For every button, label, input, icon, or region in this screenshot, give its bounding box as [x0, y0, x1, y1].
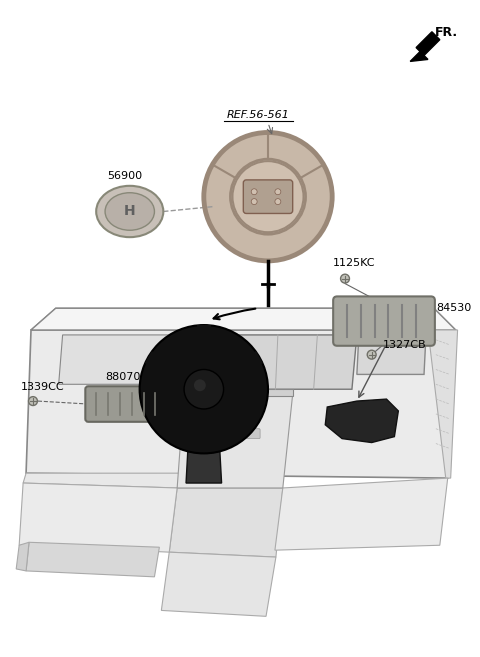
Circle shape: [367, 350, 376, 359]
Text: REF.56-561: REF.56-561: [227, 110, 289, 120]
Text: 56900: 56900: [107, 171, 143, 181]
Polygon shape: [325, 399, 398, 443]
Polygon shape: [275, 478, 448, 550]
Circle shape: [204, 133, 332, 261]
Polygon shape: [16, 542, 29, 571]
FancyBboxPatch shape: [246, 409, 260, 419]
Circle shape: [275, 189, 281, 194]
Text: 88070: 88070: [105, 373, 141, 382]
Circle shape: [230, 159, 306, 234]
Circle shape: [28, 397, 37, 405]
FancyBboxPatch shape: [207, 429, 221, 439]
Polygon shape: [31, 308, 456, 330]
Polygon shape: [428, 330, 457, 478]
Polygon shape: [186, 374, 222, 483]
Polygon shape: [161, 552, 276, 616]
Circle shape: [275, 198, 281, 204]
Polygon shape: [31, 308, 456, 330]
FancyBboxPatch shape: [85, 386, 172, 422]
Circle shape: [194, 379, 206, 391]
Circle shape: [341, 274, 349, 283]
FancyBboxPatch shape: [333, 296, 435, 346]
Polygon shape: [410, 32, 440, 61]
FancyBboxPatch shape: [227, 429, 240, 439]
Text: 1339CC: 1339CC: [21, 382, 65, 392]
Text: FR.: FR.: [434, 26, 457, 39]
Polygon shape: [169, 488, 283, 557]
Polygon shape: [19, 483, 177, 552]
FancyBboxPatch shape: [227, 409, 240, 419]
Polygon shape: [59, 335, 194, 384]
Polygon shape: [199, 335, 357, 389]
Text: 1327CB: 1327CB: [383, 340, 426, 350]
Polygon shape: [357, 335, 426, 374]
Polygon shape: [26, 330, 456, 478]
Circle shape: [251, 198, 257, 204]
Circle shape: [140, 325, 268, 453]
Polygon shape: [26, 542, 159, 577]
Polygon shape: [23, 473, 184, 488]
Ellipse shape: [96, 186, 163, 237]
Circle shape: [232, 161, 303, 232]
FancyBboxPatch shape: [243, 180, 293, 214]
FancyBboxPatch shape: [246, 429, 260, 439]
Polygon shape: [184, 389, 293, 396]
Text: H: H: [124, 204, 135, 219]
Ellipse shape: [105, 193, 155, 230]
Text: 84530: 84530: [436, 304, 471, 313]
Polygon shape: [177, 394, 293, 488]
Circle shape: [251, 189, 257, 194]
Text: 1125KC: 1125KC: [333, 258, 376, 268]
Circle shape: [184, 369, 224, 409]
FancyBboxPatch shape: [207, 409, 221, 419]
